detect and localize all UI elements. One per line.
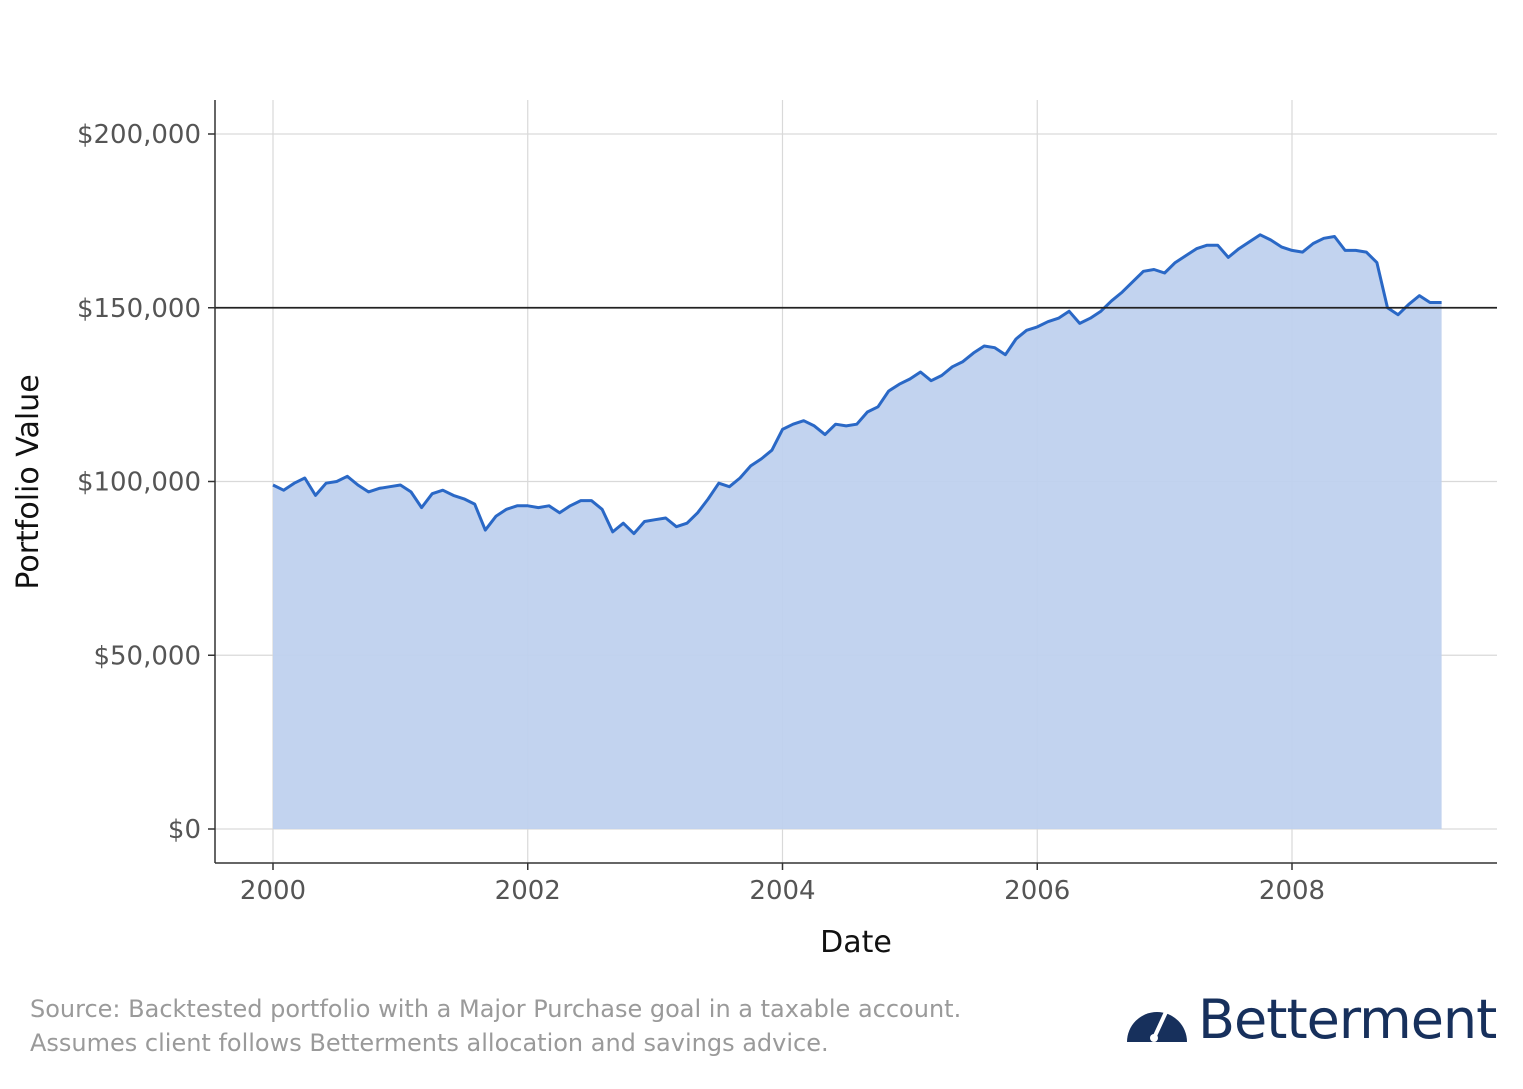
x-tick-label: 2000	[240, 876, 306, 906]
x-tick-label: 2004	[749, 876, 815, 906]
area-fill	[273, 234, 1442, 830]
brand-name: Betterment	[1198, 988, 1497, 1051]
source-note: Source: Backtested portfolio with a Majo…	[30, 992, 1110, 1060]
axes	[214, 100, 1497, 864]
source-line-1: Source: Backtested portfolio with a Majo…	[30, 995, 962, 1023]
y-tick-label: $50,000	[93, 641, 201, 671]
x-tick-label: 2002	[495, 876, 561, 906]
y-tick-label: $0	[168, 815, 201, 845]
betterment-logo: Betterment	[1124, 988, 1504, 1060]
x-tick-label: 2006	[1004, 876, 1070, 906]
series-line	[272, 233, 1442, 536]
y-tick-label: $100,000	[77, 468, 201, 498]
x-tick-label: 2008	[1259, 876, 1325, 906]
y-axis-title: Portfolio Value	[11, 374, 46, 589]
area-layer	[272, 233, 1442, 830]
source-line-2: Assumes client follows Betterments alloc…	[30, 1029, 829, 1057]
tick-labels: $0 $50,000 $100,000 $150,000 $200,000 2000 200…	[77, 120, 1325, 906]
y-tick-label: $150,000	[77, 294, 201, 324]
portfolio-value-chart: $0 $50,000 $100,000 $150,000 $200,000 2000 200…	[11, 100, 1497, 960]
speedometer-icon	[1127, 1010, 1187, 1042]
y-tick-label: $200,000	[77, 120, 201, 150]
x-axis-title: Date	[820, 925, 892, 960]
